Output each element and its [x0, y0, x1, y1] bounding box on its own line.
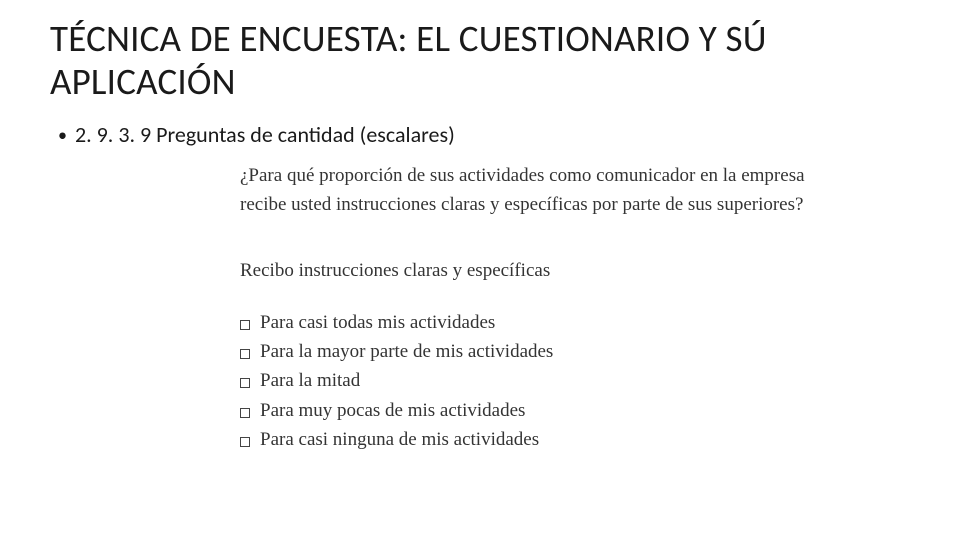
checkbox-icon [240, 378, 250, 388]
survey-question: ¿Para qué proporción de sus actividades … [240, 162, 850, 219]
checkbox-icon [240, 408, 250, 418]
option-label: Para casi ninguna de mis actividades [260, 425, 539, 454]
option-list: Para casi todas mis actividades Para la … [240, 308, 850, 455]
option-label: Para casi todas mis actividades [260, 308, 495, 337]
bullet-dot-icon: • [58, 126, 67, 144]
questionnaire-excerpt: ¿Para qué proporción de sus actividades … [240, 162, 850, 455]
page-title: TÉCNICA DE ENCUESTA: EL CUESTIONARIO Y S… [50, 18, 910, 103]
list-item: Para casi todas mis actividades [240, 308, 850, 337]
option-label: Para la mitad [260, 366, 360, 395]
list-item: Para la mayor parte de mis actividades [240, 337, 850, 366]
option-label: Para muy pocas de mis actividades [260, 396, 525, 425]
option-label: Para la mayor parte de mis actividades [260, 337, 553, 366]
checkbox-icon [240, 320, 250, 330]
checkbox-icon [240, 349, 250, 359]
bullet-item: • 2. 9. 3. 9 Preguntas de cantidad (esca… [58, 121, 910, 148]
list-item: Para muy pocas de mis actividades [240, 396, 850, 425]
checkbox-icon [240, 437, 250, 447]
slide-container: TÉCNICA DE ENCUESTA: EL CUESTIONARIO Y S… [0, 0, 960, 455]
bullet-text: 2. 9. 3. 9 Preguntas de cantidad (escala… [75, 121, 455, 148]
list-item: Para casi ninguna de mis actividades [240, 425, 850, 454]
survey-stem: Recibo instrucciones claras y específica… [240, 257, 850, 286]
list-item: Para la mitad [240, 366, 850, 395]
